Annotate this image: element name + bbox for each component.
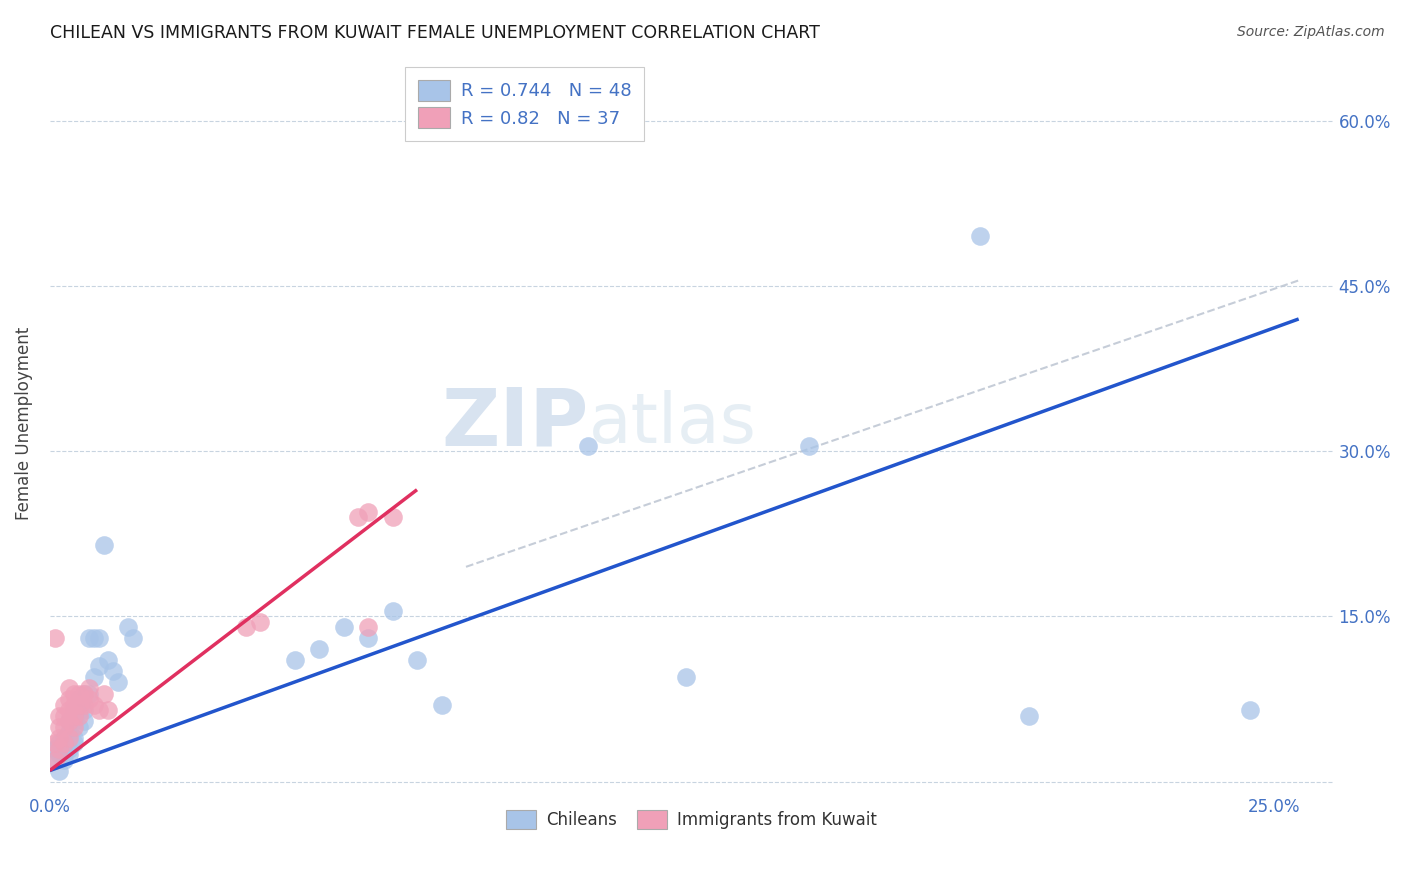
Point [73,686,96,700]
Point [235,620,257,634]
Point [430,698,453,712]
Point [73,698,96,712]
Point [48,741,70,756]
Point [44,741,66,756]
Point [67,720,90,734]
Point [53,736,76,750]
Point [53,747,76,761]
Point [83,670,105,684]
Point [93,686,115,700]
Point [578,439,600,453]
Point [381,604,404,618]
Point [58,681,80,695]
Point [308,642,330,657]
Point [44,753,66,767]
Point [87,703,110,717]
Point [58,703,80,717]
Text: Source: ZipAtlas.com: Source: ZipAtlas.com [1237,25,1385,39]
Point [58,747,80,761]
Text: ZIP: ZIP [441,384,589,463]
Text: CHILEAN VS IMMIGRANTS FROM KUWAIT FEMALE UNEMPLOYMENT CORRELATION CHART: CHILEAN VS IMMIGRANTS FROM KUWAIT FEMALE… [49,24,820,42]
Point [117,620,139,634]
Point [48,720,70,734]
Point [67,698,90,712]
Point [53,753,76,767]
Point [122,632,145,646]
Point [381,510,404,524]
Point [67,686,90,700]
Point [63,703,86,717]
Point [63,708,86,723]
Point [97,703,120,717]
Point [97,653,120,667]
Point [83,698,105,712]
Point [44,632,66,646]
Point [63,714,86,728]
Text: atlas: atlas [589,390,756,457]
Point [249,615,271,629]
Point [48,747,70,761]
Point [48,731,70,745]
Point [63,698,86,712]
Point [53,708,76,723]
Point [58,731,80,745]
Point [53,736,76,750]
Point [48,764,70,778]
Point [77,632,100,646]
Point [73,714,96,728]
Point [63,731,86,745]
Point [357,505,380,519]
Point [77,681,100,695]
Point [67,703,90,717]
Point [58,714,80,728]
Point [406,653,429,667]
Point [107,675,129,690]
Point [1239,703,1261,717]
Y-axis label: Female Unemployment: Female Unemployment [15,327,32,520]
Point [284,653,307,667]
Point [53,720,76,734]
Point [48,708,70,723]
Point [347,510,370,524]
Point [48,736,70,750]
Point [58,692,80,706]
Point [63,736,86,750]
Point [67,692,90,706]
Point [44,736,66,750]
Point [63,686,86,700]
Point [87,659,110,673]
Point [77,686,100,700]
Point [357,632,380,646]
Point [675,670,697,684]
Point [77,692,100,706]
Point [44,753,66,767]
Point [73,703,96,717]
Point [1018,708,1040,723]
Point [58,741,80,756]
Point [67,708,90,723]
Point [53,731,76,745]
Point [87,632,110,646]
Legend: Chileans, Immigrants from Kuwait: Chileans, Immigrants from Kuwait [499,804,883,836]
Point [83,632,105,646]
Point [63,720,86,734]
Point [58,714,80,728]
Point [332,620,354,634]
Point [93,538,115,552]
Point [53,698,76,712]
Point [103,665,125,679]
Point [357,620,380,634]
Point [73,686,96,700]
Point [797,439,820,453]
Point [969,229,991,244]
Point [58,725,80,739]
